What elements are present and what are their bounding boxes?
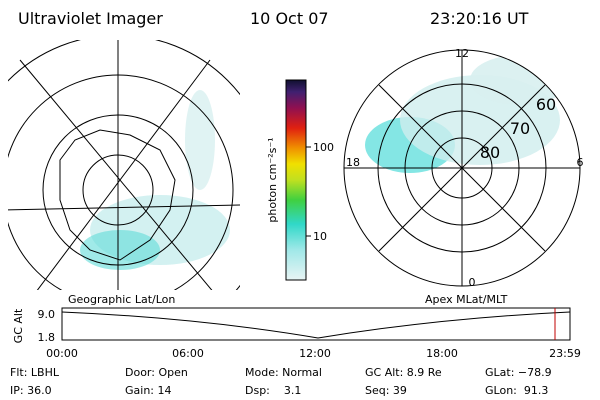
apex-polar-plot [343, 49, 581, 287]
footer-field: GC Alt: 8.9 Re [365, 366, 442, 379]
time-tick: 00:00 [46, 347, 78, 360]
footer-field: Flt: LBHL [10, 366, 60, 379]
footer-field: Dsp: 3.1 [245, 384, 301, 397]
colorbar-tick: 10 [313, 230, 327, 243]
footer-field: IP: 36.0 [10, 384, 52, 397]
footer-field: Door: Open [125, 366, 188, 379]
time-tick: 18:00 [426, 347, 458, 360]
footer-field: Seq: 39 [365, 384, 407, 397]
colorbar [285, 79, 307, 281]
footer-field: GLon: 91.3 [485, 384, 548, 397]
colorbar-label: photon cm⁻²s⁻¹ [266, 137, 279, 222]
title: Ultraviolet Imager [18, 9, 163, 28]
mlt-label: 6 [577, 156, 584, 169]
altitude-strip [61, 307, 571, 341]
footer: Flt: LBHL Door: Open Mode: Normal GC Alt: 8… [10, 366, 552, 397]
time: 23:20:16 UT [430, 9, 529, 28]
geographic-map [8, 40, 240, 290]
time-axis: 00:00 06:00 12:00 18:00 23:59 [46, 347, 581, 360]
alt-tick: 9.0 [38, 308, 56, 321]
time-tick: 12:00 [299, 347, 331, 360]
time-tick: 23:59 [549, 347, 581, 360]
lat-label: 80 [480, 143, 500, 162]
mlt-label: 0 [469, 276, 476, 289]
colorbar-tick: 100 [313, 141, 334, 154]
mlt-label: 12 [455, 47, 469, 60]
date: 10 Oct 07 [250, 9, 329, 28]
footer-field: Gain: 14 [125, 384, 172, 397]
right-panel-label: Apex MLat/MLT [425, 293, 508, 306]
time-tick: 06:00 [172, 347, 204, 360]
altitude-curve [61, 311, 571, 339]
alt-tick: 1.8 [38, 331, 56, 344]
footer-field: Mode: Normal [245, 366, 322, 379]
lat-label: 70 [510, 119, 530, 138]
footer-field: GLat: −78.9 [485, 366, 552, 379]
left-panel-label: Geographic Lat/Lon [68, 293, 175, 306]
lat-label: 60 [536, 95, 556, 114]
alt-axis-label: GC Alt [12, 308, 25, 343]
mlt-label: 18 [346, 156, 360, 169]
